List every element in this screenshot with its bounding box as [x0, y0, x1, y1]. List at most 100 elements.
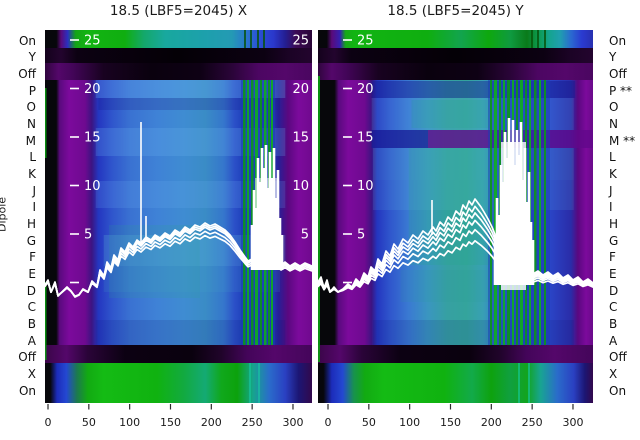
heat-stripe [518, 363, 520, 403]
heat-stripe [251, 80, 254, 345]
heat-stripe [244, 30, 246, 48]
row-label-left-3: P [28, 83, 36, 98]
panel-title-y: 18.5 (LBF5=2045) Y [387, 3, 524, 19]
row-label-right-10: I [609, 200, 613, 215]
y-tick-mark [343, 136, 352, 138]
y-tick-mark [343, 184, 352, 187]
row-label-right-16: C [609, 300, 618, 315]
y-tick-label: 10 [357, 179, 374, 194]
x-tick-label: 300 [562, 416, 583, 429]
x-tick-mark [572, 404, 574, 410]
row-label-left-7: L [29, 150, 36, 165]
row-label-right-3: P ** [609, 83, 633, 98]
x-tick-mark [490, 404, 492, 410]
x-tick-label: 250 [522, 416, 543, 429]
x-tick-mark [449, 404, 452, 410]
x-tick-label: 250 [242, 416, 263, 429]
heat-band [318, 48, 593, 63]
heat-band [318, 345, 593, 363]
heat-stripe [537, 30, 539, 48]
x-tick-mark [210, 404, 212, 410]
y-tick-label: 20 [357, 82, 374, 97]
y-tick-label: 10 [84, 179, 101, 194]
row-label-right-19: Off [609, 350, 627, 365]
y-tick-label: 5 [84, 228, 92, 243]
row-label-left-18: A [27, 333, 36, 348]
row-label-left-11: H [26, 216, 36, 231]
x-tick-mark [169, 404, 172, 410]
heat-stripe [243, 80, 246, 345]
heat-band [45, 48, 312, 63]
x-tick-mark [368, 404, 370, 410]
heat-row-overlay [95, 80, 286, 98]
row-label-left-16: C [27, 300, 36, 315]
row-label-right-14: E [609, 266, 617, 281]
heat-stripe [45, 282, 47, 360]
y-tick-mark [70, 136, 79, 138]
heat-stripe [494, 80, 497, 345]
heat-stripe [539, 80, 541, 345]
heat-band [45, 63, 312, 80]
heat-band [45, 363, 312, 403]
heat-row-overlay [371, 130, 428, 148]
x-tick-mark [47, 404, 49, 410]
heat-band [318, 63, 593, 80]
x-tick-label: 200 [201, 416, 222, 429]
row-label-right-18: A [609, 333, 618, 348]
row-label-left-8: K [28, 166, 36, 181]
heat-stripe [318, 76, 320, 362]
row-label-left-15: D [26, 283, 36, 298]
y-tick-label-right: 15 [292, 131, 309, 146]
row-label-right-21: On [609, 383, 627, 398]
x-tick-label: 300 [282, 416, 303, 429]
y-tick-mark [343, 281, 352, 284]
heat-stripe [257, 30, 259, 48]
y-tick-mark [70, 39, 79, 41]
y-tick-label-right: 25 [292, 34, 309, 49]
row-label-left-19: Off [18, 350, 36, 365]
row-label-right-2: Off [609, 66, 627, 81]
heat-stripe [45, 88, 47, 158]
y-tick-label: 20 [84, 82, 101, 97]
heat-row-overlay [98, 98, 280, 110]
x-tick-mark [327, 404, 329, 410]
heat-stripe [249, 363, 251, 403]
row-label-left-5: N [27, 116, 36, 131]
row-label-left-2: Off [18, 66, 36, 81]
row-label-right-12: G [609, 233, 619, 248]
y-tick-label: 25 [357, 34, 374, 49]
heatmap-panel-y: 25 20 15 10 5 [318, 30, 593, 403]
row-label-right-6: M ** [609, 133, 636, 148]
row-label-right-8: K [609, 166, 617, 181]
x-tick-label: 200 [481, 416, 502, 429]
y-tick-mark [343, 233, 352, 235]
x-tick-mark [251, 404, 253, 410]
row-label-left-9: J [32, 183, 36, 198]
row-label-right-17: B [609, 316, 618, 331]
x-tick-label: 50 [82, 416, 96, 429]
heat-stripe [250, 30, 252, 48]
x-tick-label: 100 [119, 416, 140, 429]
y-tick-mark [343, 87, 352, 90]
row-label-left-20: X [27, 366, 36, 381]
row-label-right-7: L [609, 150, 616, 165]
heat-band [318, 363, 593, 403]
heat-stripe [263, 30, 265, 48]
row-label-right-5: N [609, 116, 618, 131]
panel-title-x: 18.5 (LBF5=2045) X [109, 3, 248, 19]
heat-stripe [544, 30, 546, 48]
heatmap-panel-x: 25 25 20 20 15 15 10 10 5 5 [45, 30, 312, 403]
row-label-right-13: F [609, 250, 616, 265]
row-label-right-0: On [609, 33, 627, 48]
y-tick-label: 15 [357, 131, 374, 146]
heat-stripe [544, 80, 546, 345]
y-tick-mark [70, 281, 79, 284]
x-tick-label: 0 [45, 416, 52, 429]
row-label-left-21: On [18, 383, 36, 398]
x-tick-mark [129, 404, 131, 410]
y-tick-label-right: 20 [292, 82, 309, 97]
row-label-right-11: H [609, 216, 619, 231]
x-tick-label: 50 [362, 416, 376, 429]
row-label-left-12: G [26, 233, 36, 248]
y-tick-mark [343, 39, 352, 41]
